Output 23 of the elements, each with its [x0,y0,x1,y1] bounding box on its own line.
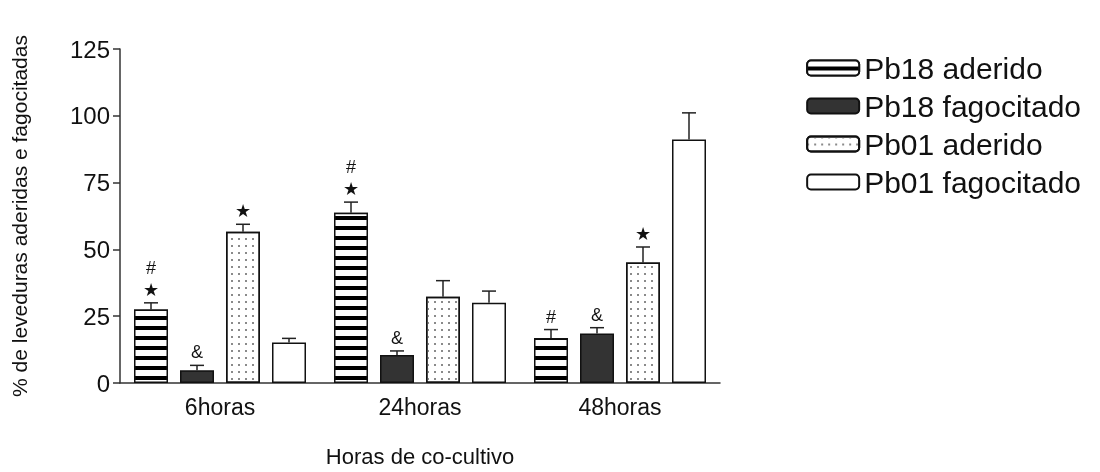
x-tick-label: 24horas [378,393,462,420]
legend-label: Pb01 aderido [864,127,1043,161]
y-tick-label: 75 [83,169,110,197]
y-axis-title: % de leveduras aderidas e fagocitadas [8,35,31,397]
y-tick-label: 125 [69,35,110,63]
data-label: ★ [235,201,251,222]
legend-label: Pb18 fagocitado [864,89,1081,123]
data-label: # ★ [343,157,359,200]
y-tick-label: 100 [69,102,110,130]
y-tick-label: 25 [83,302,110,330]
y-tick-label: 0 [96,369,110,397]
x-tick-label: 6horas [184,393,256,420]
data-label: & [390,327,404,348]
y-tick-label: 50 [83,235,110,263]
data-label: & [590,304,604,325]
legend-label: Pb18 aderido [864,51,1043,85]
data-label: # [545,306,557,327]
data-label: # ★ [143,257,159,300]
data-label: ★ [635,224,651,244]
x-axis-title: Horas de co-cultivo [325,443,515,469]
data-label: & [190,342,204,363]
x-tick-label: 48horas [578,393,662,420]
legend-label: Pb01 fagocitado [864,165,1081,199]
